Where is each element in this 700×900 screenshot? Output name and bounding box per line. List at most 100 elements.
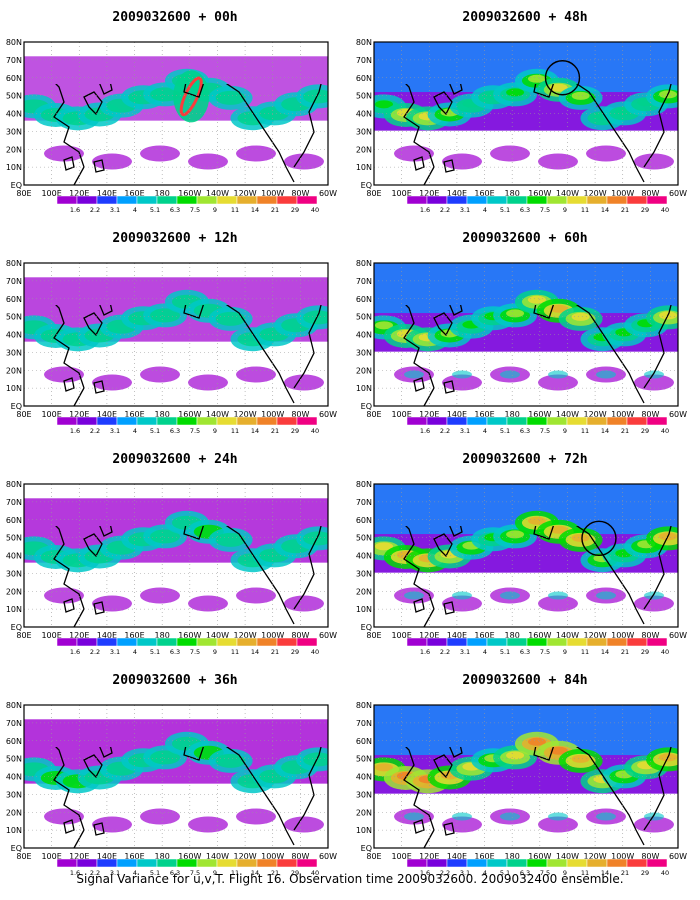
legend-label: 11 <box>581 869 589 877</box>
legend-label: 2.2 <box>90 427 100 435</box>
lat-tick-label: 80N <box>6 480 22 489</box>
lat-tick-label: 20N <box>356 808 372 817</box>
legend-swatch <box>606 858 628 868</box>
legend-label: 14 <box>601 648 609 656</box>
legend-swatch <box>176 637 198 647</box>
legend-swatch <box>586 416 608 426</box>
lat-tick-label: 80N <box>6 38 22 47</box>
legend-swatch <box>96 416 118 426</box>
lat-tick-label: 80N <box>6 259 22 268</box>
lon-tick-label: 100E <box>41 410 61 419</box>
legend-label: 3.1 <box>110 869 120 877</box>
lon-tick-label: 80E <box>366 189 381 198</box>
legend-swatch <box>236 858 258 868</box>
lon-tick-label: 120W <box>233 410 256 419</box>
legend-swatch <box>196 858 218 868</box>
lat-tick-label: 60N <box>6 295 22 304</box>
legend-swatch <box>156 416 178 426</box>
map-panel-00h: 2009032600 + 00h 80E 100E 120E 140E 160E 180 16… <box>0 0 350 225</box>
lon-tick-label: 60W <box>319 410 337 419</box>
legend-swatch <box>426 416 448 426</box>
lat-tick-label: 70N <box>6 277 22 286</box>
legend-label: 14 <box>601 427 609 435</box>
lon-tick-label: 120W <box>583 631 606 640</box>
lon-tick-label: 60W <box>669 852 687 861</box>
legend-swatch <box>566 195 588 205</box>
legend-label: 21 <box>621 427 629 435</box>
legend-swatch <box>506 858 528 868</box>
legend-label: 1.6 <box>420 869 430 877</box>
legend-label: 3.1 <box>460 427 470 435</box>
lon-tick-label: 120W <box>583 189 606 198</box>
lon-tick-label: 80E <box>366 852 381 861</box>
lon-tick-label: 120E <box>69 189 89 198</box>
legend-swatch <box>96 858 118 868</box>
panel-title: 2009032600 + 84h <box>462 673 588 688</box>
legend-label: 2.2 <box>440 869 450 877</box>
lat-tick-label: 10N <box>356 826 372 835</box>
lat-tick-label: EQ <box>361 181 372 190</box>
variance-map: 80E 100E 120E 140E 160E 180 160W 140W 120W 100W 80… <box>6 38 337 214</box>
lat-tick-label: 10N <box>6 605 22 614</box>
legend-swatch <box>446 637 468 647</box>
legend-label: 3.1 <box>110 427 120 435</box>
lat-tick-label: 40N <box>6 110 22 119</box>
legend-swatch <box>406 416 428 426</box>
lat-tick-label: 20N <box>356 366 372 375</box>
legend-label: 40 <box>311 206 319 214</box>
legend-label: 29 <box>291 427 299 435</box>
legend-swatch <box>176 195 198 205</box>
legend-swatch <box>136 637 158 647</box>
lat-tick-label: 30N <box>6 127 22 136</box>
legend-swatch <box>76 416 98 426</box>
lon-tick-label: 180 <box>155 189 170 198</box>
legend-swatch <box>626 416 648 426</box>
legend-swatch <box>216 416 238 426</box>
lon-tick-label: 160W <box>528 410 551 419</box>
legend-label: 6.3 <box>170 206 180 214</box>
panel-title: 2009032600 + 48h <box>462 10 588 25</box>
legend-swatch <box>56 637 78 647</box>
legend-label: 6.3 <box>520 648 530 656</box>
lon-tick-label: 100W <box>261 410 284 419</box>
lon-tick-label: 80W <box>291 631 309 640</box>
legend-label: 5.1 <box>150 427 160 435</box>
legend-label: 4 <box>483 427 487 435</box>
legend-swatch <box>256 637 278 647</box>
legend-label: 6.3 <box>170 869 180 877</box>
legend-label: 1.6 <box>420 206 430 214</box>
legend-swatch <box>586 637 608 647</box>
lon-tick-label: 120E <box>419 410 439 419</box>
coastlines <box>403 84 672 186</box>
legend-swatch <box>506 637 528 647</box>
legend-label: 6.3 <box>520 206 530 214</box>
lat-tick-label: 80N <box>6 701 22 710</box>
legend-label: 7.5 <box>540 648 550 656</box>
lon-tick-label: 160W <box>528 631 551 640</box>
lon-tick-label: 160W <box>178 631 201 640</box>
legend-swatch <box>526 637 548 647</box>
lon-tick-label: 80W <box>291 189 309 198</box>
lat-tick-label: 30N <box>6 790 22 799</box>
legend-label: 7.5 <box>540 427 550 435</box>
legend-label: 40 <box>661 648 669 656</box>
map-panel-60h: 2009032600 + 60h 80E 100E 120E 140E 160E 180 16… <box>350 221 700 446</box>
lon-tick-label: 160E <box>124 631 144 640</box>
legend-label: 3.1 <box>460 869 470 877</box>
lat-tick-label: 50N <box>6 92 22 101</box>
legend-label: 2.2 <box>90 206 100 214</box>
legend-label: 11 <box>581 427 589 435</box>
legend-label: 40 <box>311 648 319 656</box>
legend-swatch <box>446 416 468 426</box>
lon-tick-label: 160E <box>474 410 494 419</box>
lon-tick-label: 160W <box>528 189 551 198</box>
legend-label: 6.3 <box>520 869 530 877</box>
legend-swatch <box>646 858 668 868</box>
lat-tick-label: 20N <box>6 366 22 375</box>
legend-swatch <box>466 416 488 426</box>
lat-tick-label: 60N <box>356 737 372 746</box>
lon-tick-label: 140E <box>97 852 117 861</box>
highlight-circle <box>544 60 581 96</box>
legend-label: 1.6 <box>70 206 80 214</box>
lon-tick-label: 160E <box>474 631 494 640</box>
